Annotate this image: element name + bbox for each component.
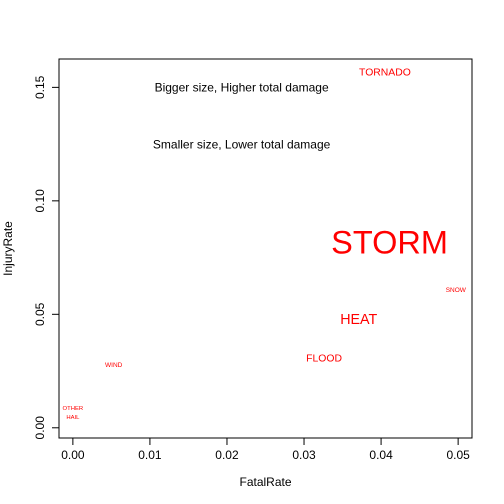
data-points: TORNADO STORM SNOW HEAT FLOOD WIND OTHER HAIL — [63, 67, 467, 421]
y-tick-label: 0.15 — [33, 75, 47, 99]
point-label-other: OTHER — [63, 406, 84, 412]
x-tick-label: 0.00 — [61, 448, 85, 462]
point-label-storm: STORM — [331, 225, 448, 261]
point-label-hail: HAIL — [66, 415, 80, 421]
x-axis-label: FatalRate — [239, 475, 291, 489]
x-tick-label: 0.04 — [369, 448, 393, 462]
annotations: Bigger size, Higher total damage Smaller … — [153, 81, 331, 152]
x-tick-label: 0.03 — [292, 448, 316, 462]
y-tick-label: 0.05 — [33, 302, 47, 326]
point-label-tornado: TORNADO — [359, 67, 411, 78]
y-tick-label: 0.00 — [33, 416, 47, 440]
x-axis: 0.00 0.01 0.02 0.03 0.04 0.05 — [61, 437, 470, 462]
annotation-text: Bigger size, Higher total damage — [155, 81, 329, 95]
y-axis-label: InjuryRate — [1, 221, 15, 276]
point-label-snow: SNOW — [446, 287, 467, 294]
x-tick-label: 0.02 — [215, 448, 239, 462]
x-tick-label: 0.01 — [138, 448, 162, 462]
point-label-heat: HEAT — [340, 312, 377, 328]
y-axis: 0.00 0.05 0.10 0.15 — [33, 75, 60, 440]
point-label-flood: FLOOD — [306, 353, 342, 364]
annotation-text: Smaller size, Lower total damage — [153, 137, 331, 151]
x-tick-label: 0.05 — [446, 448, 470, 462]
y-tick-label: 0.10 — [33, 189, 47, 213]
point-label-wind: WIND — [105, 362, 123, 369]
